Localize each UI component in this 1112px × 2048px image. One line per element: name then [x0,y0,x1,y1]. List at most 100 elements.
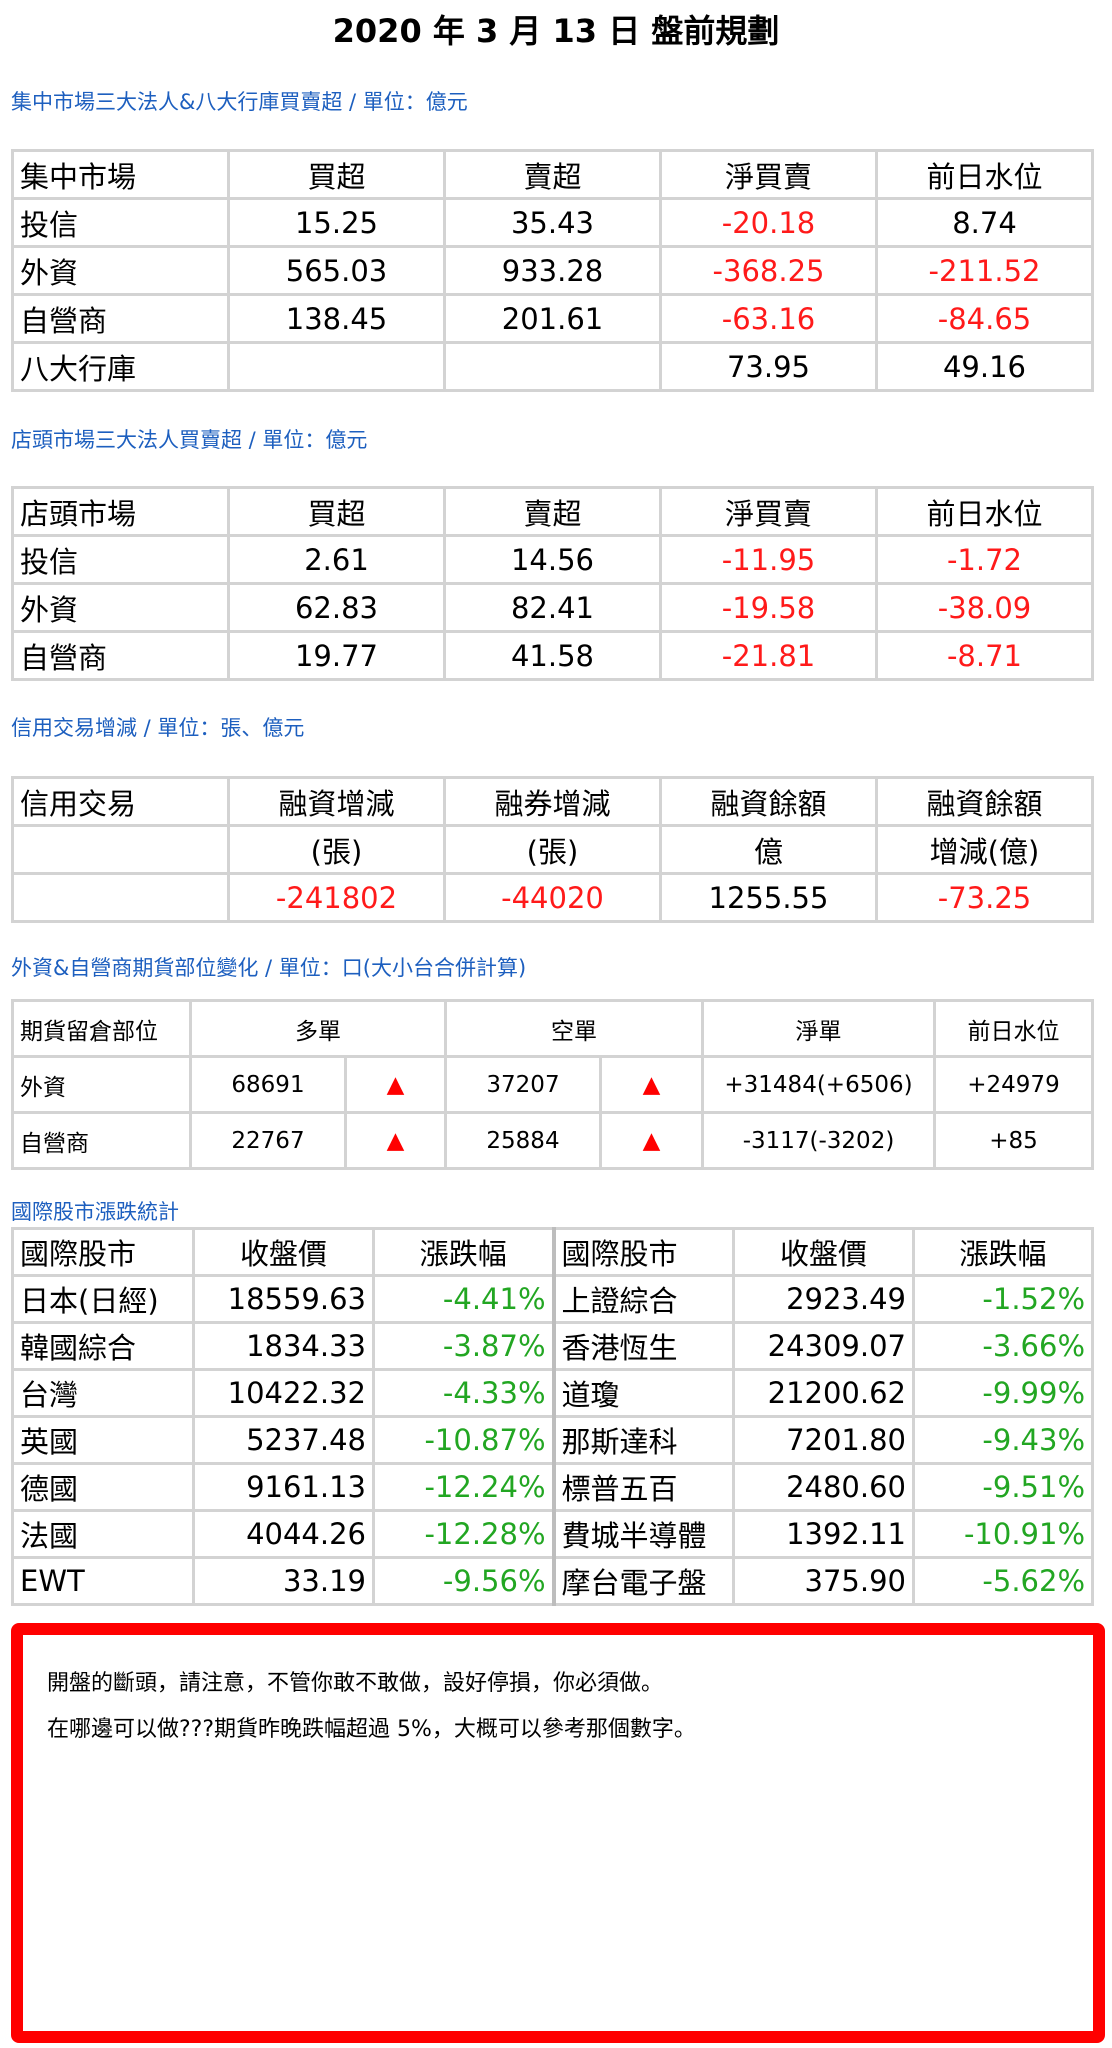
net-cell: -20.18 [659,197,878,248]
change-pct: -4.41% [372,1274,555,1324]
row-label: 外資 [11,245,230,296]
close-price: 375.90 [732,1556,915,1606]
change-pct: -5.62% [912,1556,1094,1606]
table-row: 德國 9161.13 -12.24% 標普五百 2480.60 -9.51% [11,1462,1094,1512]
prev-cell: -211.52 [875,245,1094,296]
close-price: 24309.07 [732,1321,915,1371]
sell-cell: 35.43 [443,197,662,248]
long-cell: 22767 [189,1111,347,1170]
column-subheader [11,824,230,875]
column-header: 國際股市 [551,1227,735,1277]
index-name: 英國 [11,1415,195,1465]
close-price: 7201.80 [732,1415,915,1465]
table-row: 外資 68691 ▲ 37207 ▲ +31484(+6506) +24979 [11,1055,1094,1114]
net-cell: -19.58 [659,582,878,633]
table-header-row: 集中市場 買超 賣超 淨買賣 前日水位 [11,149,1094,200]
triangle-up-icon: ▲ [599,1111,704,1170]
buy-cell: 15.25 [227,197,446,248]
column-header: 融資餘額 [659,776,878,827]
close-price: 2480.60 [732,1462,915,1512]
table-row: -241802 -44020 1255.55 -73.25 [11,872,1094,923]
buy-cell: 2.61 [227,534,446,585]
change-pct: -3.87% [372,1321,555,1371]
table-row: EWT 33.19 -9.56% 摩台電子盤 375.90 -5.62% [11,1556,1094,1606]
change-pct: -1.52% [912,1274,1094,1324]
row-label: 外資 [11,582,230,633]
table-row: 自營商 138.45 201.61 -63.16 -84.65 [11,293,1094,344]
futures-section-label: 外資&自營商期貨部位變化 / 單位：口(大小台合併計算) [11,956,527,980]
index-name: 韓國綜合 [11,1321,195,1371]
column-header: 收盤價 [192,1227,375,1277]
margin-change-cell: -241802 [227,872,446,923]
column-header: 國際股市 [11,1227,195,1277]
change-pct: -10.91% [912,1509,1094,1559]
row-label: 自營商 [11,630,230,681]
change-pct: -4.33% [372,1368,555,1418]
column-header: 融資增減 [227,776,446,827]
table-header-row: 店頭市場 買超 賣超 淨買賣 前日水位 [11,486,1094,537]
column-header: 賣超 [443,149,662,200]
prev-cell: -8.71 [875,630,1094,681]
column-subheader: (張) [227,824,446,875]
prev-cell: 8.74 [875,197,1094,248]
table-row: 自營商 22767 ▲ 25884 ▲ -3117(-3202) +85 [11,1111,1094,1170]
table-row: 英國 5237.48 -10.87% 那斯達科 7201.80 -9.43% [11,1415,1094,1465]
index-name: 法國 [11,1509,195,1559]
triangle-up-icon: ▲ [344,1111,447,1170]
column-subheader: (張) [443,824,662,875]
index-name: 道瓊 [551,1368,735,1418]
change-pct: -3.66% [912,1321,1094,1371]
row-label: 自營商 [11,293,230,344]
net-cell: -3117(-3202) [701,1111,936,1170]
row-label: 自營商 [11,1111,192,1170]
sell-cell [443,341,662,392]
sell-cell: 41.58 [443,630,662,681]
index-name: 那斯達科 [551,1415,735,1465]
futures-table: 期貨留倉部位 多單 空單 淨單 前日水位 外資 68691 ▲ 37207 ▲ … [11,999,1094,1170]
row-label [11,872,230,923]
intl-table: 國際股市 收盤價 漲跌幅 國際股市 收盤價 漲跌幅 日本(日經) 18559.6… [11,1227,1094,1606]
index-name: 日本(日經) [11,1274,195,1324]
column-header: 漲跌幅 [372,1227,555,1277]
column-header: 融資餘額 [875,776,1094,827]
change-pct: -9.43% [912,1415,1094,1465]
column-header: 前日水位 [875,486,1094,537]
sell-cell: 14.56 [443,534,662,585]
table-row: 投信 2.61 14.56 -11.95 -1.72 [11,534,1094,585]
index-name: EWT [11,1556,195,1606]
table-subheader-row: (張) (張) 億 增減(億) [11,824,1094,875]
short-change-cell: -44020 [443,872,662,923]
prev-cell: -84.65 [875,293,1094,344]
column-header: 融券增減 [443,776,662,827]
margin-table: 信用交易 融資增減 融券增減 融資餘額 融資餘額 (張) (張) 億 增減(億)… [11,776,1094,923]
buy-cell: 62.83 [227,582,446,633]
table-row: 法國 4044.26 -12.28% 費城半導體 1392.11 -10.91% [11,1509,1094,1559]
column-header: 淨單 [701,999,936,1058]
row-label: 外資 [11,1055,192,1114]
listed-table: 集中市場 買超 賣超 淨買賣 前日水位 投信 15.25 35.43 -20.1… [11,149,1094,392]
prev-cell: 49.16 [875,341,1094,392]
row-label: 投信 [11,197,230,248]
index-name: 台灣 [11,1368,195,1418]
page-title: 2020 年 3 月 13 日 盤前規劃 [332,12,780,50]
margin-section-label: 信用交易增減 / 單位：張、億元 [11,716,305,740]
column-subheader: 增減(億) [875,824,1094,875]
close-price: 4044.26 [192,1509,375,1559]
margin-balance-change-cell: -73.25 [875,872,1094,923]
buy-cell: 19.77 [227,630,446,681]
net-cell: -21.81 [659,630,878,681]
index-name: 德國 [11,1462,195,1512]
column-header: 賣超 [443,486,662,537]
close-price: 1392.11 [732,1509,915,1559]
triangle-up-icon: ▲ [344,1055,447,1114]
close-price: 5237.48 [192,1415,375,1465]
table-row: 日本(日經) 18559.63 -4.41% 上證綜合 2923.49 -1.5… [11,1274,1094,1324]
table-row: 投信 15.25 35.43 -20.18 8.74 [11,197,1094,248]
column-subheader: 億 [659,824,878,875]
sell-cell: 82.41 [443,582,662,633]
column-header: 期貨留倉部位 [11,999,192,1058]
index-name: 摩台電子盤 [551,1556,735,1606]
column-header: 店頭市場 [11,486,230,537]
table-header-row: 信用交易 融資增減 融券增減 融資餘額 融資餘額 [11,776,1094,827]
long-cell: 68691 [189,1055,347,1114]
